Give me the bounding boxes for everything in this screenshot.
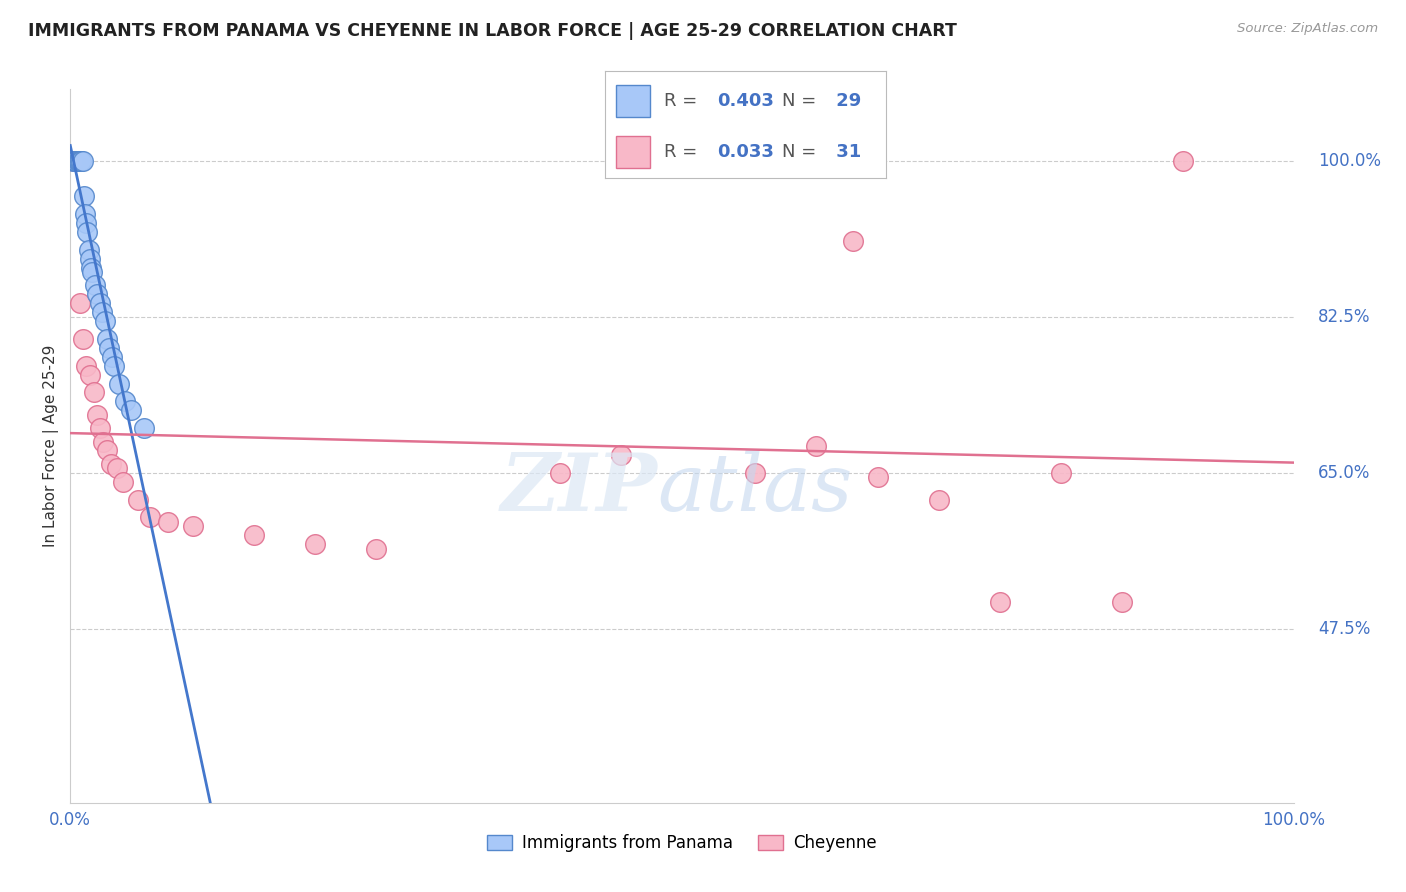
Point (89, 296, 111, 310)
Point (108, 376, 131, 391)
Point (1050, 466, 1073, 480)
Point (69, 296, 91, 310)
Y-axis label: In Labor Force | Age 25-29: In Labor Force | Age 25-29 (44, 345, 59, 547)
Point (366, 541, 388, 556)
Point (65, 153, 87, 168)
Point (928, 492, 950, 507)
Point (121, 403, 143, 417)
Bar (616, 86, 650, 118)
Point (76, 225, 98, 239)
Point (548, 466, 571, 480)
Point (79, 368, 101, 382)
Point (181, 519, 204, 533)
Point (139, 510, 162, 524)
Point (806, 439, 828, 453)
Point (75, 216, 97, 230)
Text: atlas: atlas (658, 450, 853, 527)
Text: IMMIGRANTS FROM PANAMA VS CHEYENNE IN LABOR FORCE | AGE 25-29 CORRELATION CHART: IMMIGRANTS FROM PANAMA VS CHEYENNE IN LA… (28, 22, 957, 40)
Point (83, 385, 105, 400)
Point (103, 359, 125, 373)
Point (67, 153, 90, 168)
Text: ZIP: ZIP (501, 450, 658, 527)
Point (70, 153, 93, 168)
Point (866, 470, 889, 484)
Text: N =: N = (782, 143, 815, 161)
Text: 0.403: 0.403 (717, 93, 773, 111)
Point (304, 537, 326, 551)
Text: 0.033: 0.033 (717, 143, 773, 161)
Legend: Immigrants from Panama, Cheyenne: Immigrants from Panama, Cheyenne (481, 828, 883, 859)
Point (82, 265, 104, 279)
Point (243, 528, 266, 542)
Text: R =: R = (664, 143, 697, 161)
Point (111, 475, 134, 489)
Text: 82.5%: 82.5% (1317, 308, 1371, 326)
Point (93, 314, 115, 328)
Point (66, 153, 89, 168)
Point (91, 305, 114, 319)
Bar (616, 136, 650, 168)
Point (1173, 153, 1195, 168)
Point (62, 153, 84, 168)
Point (101, 350, 124, 364)
Text: 29: 29 (830, 93, 860, 111)
Text: 65.0%: 65.0% (1317, 464, 1371, 482)
Text: N =: N = (782, 93, 815, 111)
Point (63, 153, 86, 168)
Point (157, 515, 180, 529)
Text: 100.0%: 100.0% (1317, 152, 1381, 169)
Point (79, 252, 101, 266)
Point (127, 492, 149, 507)
Point (73, 189, 96, 203)
Point (100, 457, 122, 471)
Point (842, 234, 865, 248)
Point (80, 260, 103, 275)
Point (1111, 595, 1133, 609)
Point (86, 408, 108, 422)
Point (114, 394, 136, 409)
Text: 47.5%: 47.5% (1317, 620, 1371, 638)
Point (77, 243, 100, 257)
Text: R =: R = (664, 93, 697, 111)
Point (91, 434, 114, 449)
Point (69, 153, 91, 168)
Point (744, 466, 766, 480)
Point (96, 332, 118, 346)
Point (105, 461, 128, 475)
Point (86, 287, 108, 301)
Text: 31: 31 (830, 143, 860, 161)
Point (73, 207, 96, 221)
Point (72, 153, 94, 168)
Point (75, 359, 97, 373)
Point (96, 443, 118, 458)
Point (72, 332, 94, 346)
Point (610, 448, 633, 462)
Point (98, 341, 121, 355)
Point (83, 278, 105, 293)
Point (988, 595, 1011, 609)
Text: Source: ZipAtlas.com: Source: ZipAtlas.com (1237, 22, 1378, 36)
Point (132, 421, 155, 435)
Point (63, 153, 86, 168)
Point (89, 421, 111, 435)
